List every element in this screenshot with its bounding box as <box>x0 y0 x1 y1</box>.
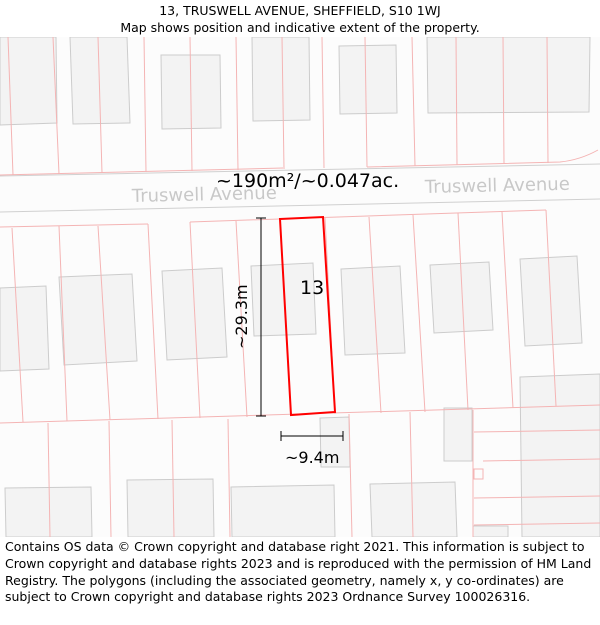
map-description: Map shows position and indicative extent… <box>120 20 480 35</box>
property-number-label: 13 <box>300 277 324 299</box>
depth-label: ~29.3m <box>232 284 251 349</box>
width-dimension-line <box>280 431 344 441</box>
property-boundary[interactable] <box>278 215 337 417</box>
street-label-left: Truswell Avenue <box>131 183 277 207</box>
street-label-right: Truswell Avenue <box>424 174 570 198</box>
width-label: ~9.4m <box>285 448 339 467</box>
copyright-attribution: Contains OS data © Crown copyright and d… <box>5 539 592 605</box>
parcel-lines-bottom <box>47 410 600 537</box>
road-edges <box>0 163 600 213</box>
property-address-title: 13, TRUSWELL AVENUE, SHEFFIELD, S10 1WJ <box>159 3 441 18</box>
property-map[interactable]: Truswell Avenue Truswell Avenue ~190m²/~… <box>0 37 600 537</box>
buildings-top-row <box>0 37 591 130</box>
depth-dimension-line <box>256 217 266 417</box>
buildings-middle-row <box>0 255 600 537</box>
area-label: ~190m²/~0.047ac. <box>216 170 399 192</box>
map-header: 13, TRUSWELL AVENUE, SHEFFIELD, S10 1WJ … <box>0 0 600 38</box>
buildings-bottom-row <box>4 478 509 537</box>
parcel-lines-top <box>0 37 599 176</box>
